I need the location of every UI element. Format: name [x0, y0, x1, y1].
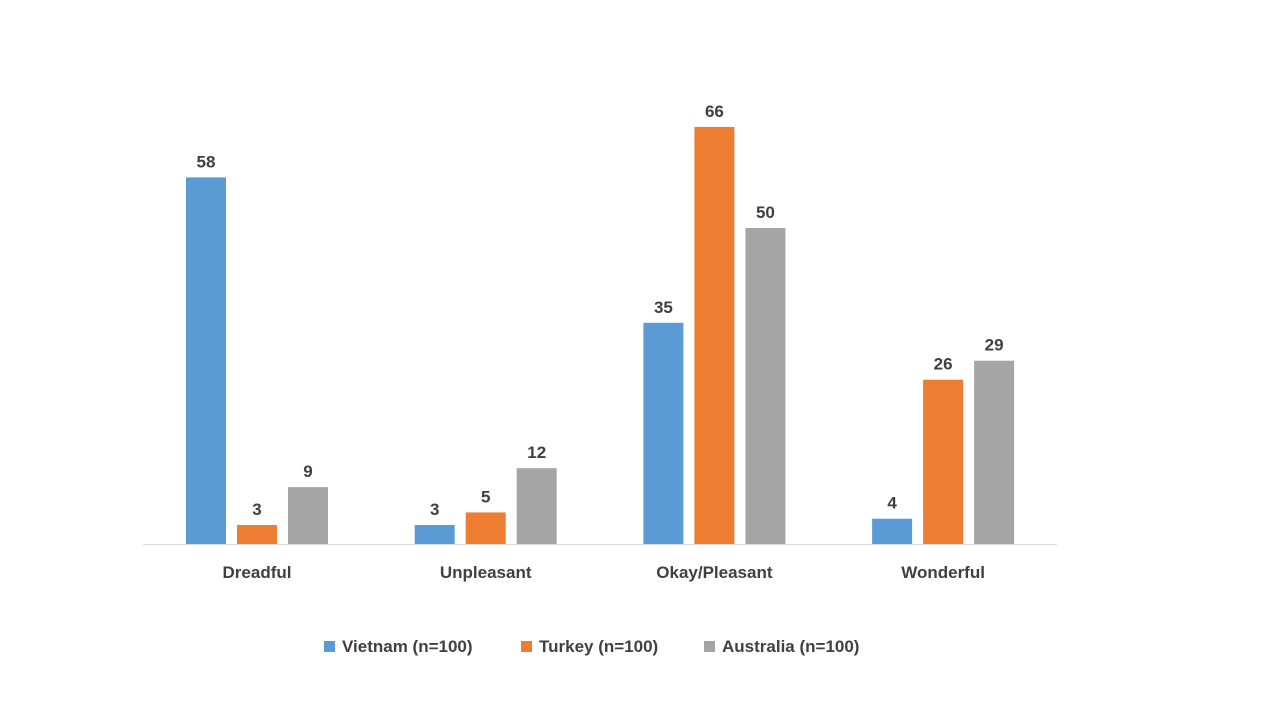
legend-label-australia: Australia (n=100) — [722, 637, 859, 656]
bar-okay-pleasant-australia — [745, 228, 786, 544]
legend-swatch-turkey — [521, 641, 532, 652]
bar-unpleasant-vietnam — [414, 525, 455, 544]
bar-unpleasant-australia — [516, 468, 557, 544]
legend-swatch-australia — [704, 641, 715, 652]
bar-dreadful-australia — [288, 487, 328, 544]
legend: Vietnam (n=100) Turkey (n=100) Australia (… — [324, 637, 859, 656]
bar-wonderful-australia — [974, 360, 1015, 544]
bar-wonderful-turkey — [923, 379, 964, 544]
bar-okay-pleasant-turkey — [694, 126, 735, 545]
data-label-dreadful-turkey: 3 — [252, 500, 261, 519]
legend-item-australia: Australia (n=100) — [704, 637, 859, 656]
category-label-okay-pleasant: Okay/Pleasant — [656, 563, 773, 582]
legend-label-turkey: Turkey (n=100) — [539, 637, 658, 656]
data-label-wonderful-vietnam: 4 — [887, 494, 897, 513]
legend-swatch-vietnam — [324, 641, 335, 652]
data-label-wonderful-turkey: 26 — [934, 355, 953, 374]
bar-dreadful-vietnam — [186, 177, 226, 544]
bar-unpleasant-turkey — [465, 512, 506, 544]
data-label-okay-pleasant-turkey: 66 — [705, 102, 724, 121]
bars-group — [186, 126, 1015, 545]
data-label-dreadful-vietnam: 58 — [197, 152, 216, 171]
bar-wonderful-vietnam — [872, 518, 913, 544]
category-label-unpleasant: Unpleasant — [440, 563, 532, 582]
bar-dreadful-turkey — [237, 525, 277, 544]
data-label-unpleasant-turkey: 5 — [481, 487, 490, 506]
legend-item-turkey: Turkey (n=100) — [521, 637, 658, 656]
category-label-wonderful: Wonderful — [901, 563, 985, 582]
data-label-unpleasant-vietnam: 3 — [430, 500, 439, 519]
legend-item-vietnam: Vietnam (n=100) — [324, 637, 473, 656]
bar-okay-pleasant-vietnam — [643, 322, 684, 544]
legend-label-vietnam: Vietnam (n=100) — [342, 637, 473, 656]
data-label-okay-pleasant-australia: 50 — [756, 203, 775, 222]
data-label-unpleasant-australia: 12 — [527, 443, 546, 462]
category-label-dreadful: Dreadful — [223, 563, 292, 582]
data-label-wonderful-australia: 29 — [985, 336, 1004, 355]
data-label-dreadful-australia: 9 — [303, 462, 312, 481]
data-label-okay-pleasant-vietnam: 35 — [654, 298, 673, 317]
category-labels-group: Dreadful Unpleasant Okay/Pleasant Wonderful — [223, 563, 985, 582]
